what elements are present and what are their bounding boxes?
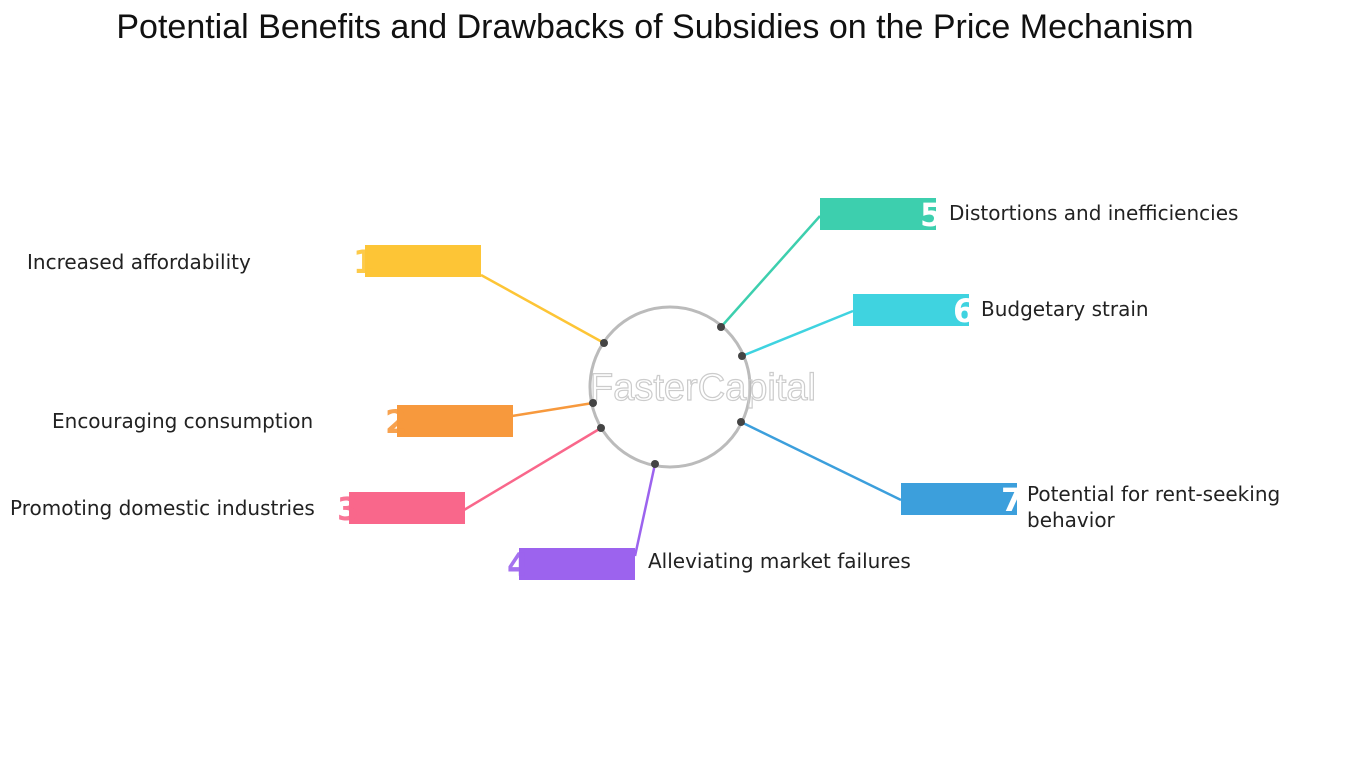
item-box (853, 294, 969, 326)
connector-dot (651, 460, 659, 468)
item-number: 1 (353, 243, 375, 281)
item-number: 2 (385, 403, 407, 441)
item-box (519, 548, 635, 580)
item-label: Increased affordability (27, 250, 251, 274)
connector (720, 215, 821, 328)
item-label: Encouraging consumption (52, 409, 314, 433)
item-box (901, 483, 1017, 515)
connector-dot (737, 418, 745, 426)
item-box (820, 198, 936, 230)
title: Potential Benefits and Drawbacks of Subs… (116, 8, 1194, 46)
item-label: Potential for rent-seeking behavior (1027, 482, 1281, 532)
item-number: 5 (920, 196, 942, 234)
item-number: 6 (953, 292, 975, 330)
item-label: Distortions and inefficiencies (949, 201, 1239, 225)
hub (588, 305, 752, 469)
connector (463, 426, 602, 512)
connector (633, 463, 657, 557)
item-number: 7 (1001, 481, 1023, 519)
item-number: 4 (507, 546, 529, 584)
item-number: 3 (337, 490, 359, 528)
connector-dot (597, 424, 605, 432)
item-box (349, 492, 465, 524)
connector (480, 273, 605, 345)
connector-dot (717, 323, 725, 331)
item-box (365, 245, 481, 277)
item-box (397, 405, 513, 437)
connector-dot (738, 352, 746, 360)
item-label: Budgetary strain (981, 297, 1149, 321)
connector (740, 420, 902, 502)
connector-dot (600, 339, 608, 347)
connector (741, 309, 854, 358)
item-label: Promoting domestic industries (10, 496, 315, 520)
item-label: Alleviating market failures (648, 549, 911, 573)
watermark: FasterCapital (590, 367, 816, 409)
connector-dot (589, 399, 597, 407)
connector (511, 401, 594, 418)
